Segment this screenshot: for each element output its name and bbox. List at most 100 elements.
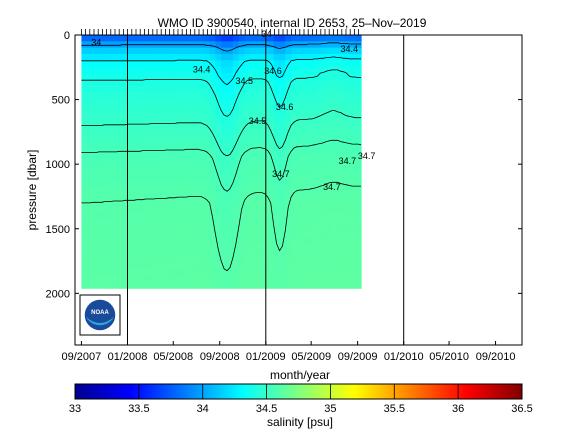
heatmap-cell (104, 60, 112, 68)
heatmap-cell (180, 174, 187, 182)
heatmap-cell (267, 161, 275, 169)
x-tick-label: 01/2008 (108, 351, 148, 363)
heatmap-cell (285, 79, 292, 87)
heatmap-cell (337, 174, 345, 182)
heatmap-cell (314, 218, 321, 226)
heatmap-cell (256, 123, 263, 131)
heatmap-cell (215, 269, 222, 277)
heatmap-cell (250, 174, 257, 182)
heatmap-cell (180, 136, 187, 144)
heatmap-cell (250, 275, 257, 283)
heatmap-cell (291, 281, 298, 289)
heatmap-cell (349, 205, 356, 213)
colorbar: 33 33.5 34 34.5 35 35.5 36 36.5 (69, 383, 533, 415)
heatmap-cell (232, 142, 240, 150)
heatmap-cell (186, 35, 193, 42)
heatmap-cell (296, 199, 304, 207)
heatmap-cell (116, 142, 123, 150)
heatmap-cell (192, 142, 199, 150)
colorbar-tick-label: 35.5 (384, 403, 405, 415)
heatmap-cell (215, 35, 222, 42)
heatmap-cell (180, 205, 187, 213)
colorbar-tick-label: 35 (324, 403, 336, 415)
heatmap-cell (145, 243, 152, 251)
heatmap-cell (320, 256, 327, 264)
heatmap-cell (133, 35, 141, 42)
heatmap-cell (209, 85, 217, 93)
heatmap-cell (291, 117, 298, 125)
heatmap-cell (209, 269, 217, 277)
heatmap-cell (93, 142, 100, 150)
heatmap-cell (180, 104, 187, 112)
heatmap-cell (151, 262, 158, 270)
heatmap-cell (145, 212, 152, 220)
heatmap-cell (81, 256, 88, 264)
heatmap-cell (227, 269, 234, 277)
heatmap-cell (104, 66, 112, 74)
heatmap-cell (215, 47, 222, 55)
heatmap-cell (250, 231, 257, 239)
heatmap-cell (151, 180, 158, 188)
heatmap-cell (162, 79, 170, 87)
heatmap-cell (320, 47, 327, 55)
heatmap-cell (162, 262, 170, 270)
heatmap-cell (122, 110, 129, 118)
heatmap-cell (116, 85, 123, 93)
heatmap-cell (296, 142, 304, 150)
heatmap-cell (238, 136, 246, 144)
heatmap-cell (302, 136, 310, 144)
heatmap-cell (291, 53, 298, 61)
heatmap-cell (221, 85, 228, 93)
heatmap-cell (331, 148, 339, 156)
heatmap-cell (250, 91, 257, 99)
heatmap-cell (355, 98, 362, 106)
heatmap-cell (343, 269, 350, 277)
heatmap-cell (337, 281, 345, 289)
y-tick-label: 0 (64, 30, 70, 42)
heatmap-cell (314, 53, 321, 61)
heatmap-cell (262, 224, 269, 232)
heatmap-cell (337, 161, 345, 169)
heatmap-cell (320, 275, 327, 283)
heatmap-cell (209, 167, 217, 175)
heatmap-cell (349, 85, 356, 93)
heatmap-cell (215, 136, 222, 144)
heatmap-cell (186, 199, 193, 207)
heatmap-cell (139, 60, 147, 68)
heatmap-cell (250, 85, 257, 93)
heatmap-cell (104, 136, 112, 144)
heatmap-cell (267, 148, 275, 156)
heatmap-cell (122, 35, 129, 42)
heatmap-cell (302, 104, 310, 112)
heatmap-cell (192, 186, 199, 194)
heatmap-cell (337, 123, 345, 131)
heatmap-cell (279, 91, 286, 99)
heatmap-cell (320, 136, 327, 144)
heatmap-cell (174, 237, 182, 245)
heatmap-cell (227, 148, 234, 156)
heatmap-cell (320, 85, 327, 93)
heatmap-cell (192, 117, 199, 125)
heatmap-cell (349, 79, 356, 87)
heatmap-cell (192, 35, 199, 42)
heatmap-cell (98, 110, 106, 118)
heatmap-cell (180, 72, 187, 80)
heatmap-cell (162, 199, 170, 207)
heatmap-cell (337, 262, 345, 270)
heatmap-cell (302, 79, 310, 87)
heatmap-cell (186, 91, 193, 99)
heatmap-cell (168, 218, 176, 226)
heatmap-cell (262, 193, 269, 201)
heatmap-cell (285, 91, 292, 99)
heatmap-cell (256, 110, 263, 118)
heatmap-cell (209, 66, 217, 74)
heatmap-cell (151, 186, 158, 194)
heatmap-cell (110, 129, 117, 137)
heatmap-cell (122, 85, 129, 93)
heatmap-cell (331, 110, 339, 118)
heatmap-cell (232, 193, 240, 201)
heatmap-cell (320, 98, 327, 106)
heatmap-cell (116, 47, 123, 55)
heatmap-cell (232, 47, 240, 55)
heatmap-cell (87, 72, 94, 80)
